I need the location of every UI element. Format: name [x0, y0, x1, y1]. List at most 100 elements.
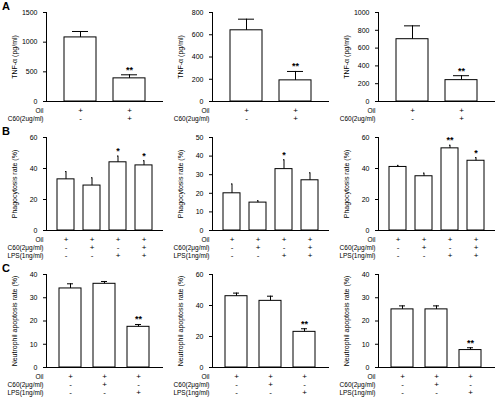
svg-text:-: - [235, 388, 238, 397]
svg-text:0: 0 [366, 227, 370, 234]
svg-text:50: 50 [196, 134, 204, 141]
svg-text:C60(2μg/ml): C60(2μg/ml) [8, 244, 44, 252]
svg-text:-: - [69, 388, 72, 397]
svg-text:*: * [474, 148, 478, 158]
svg-text:10: 10 [362, 340, 370, 347]
svg-text:LPS(1ng/ml): LPS(1ng/ml) [339, 252, 375, 260]
svg-text:LPS(1ng/ml): LPS(1ng/ml) [7, 389, 43, 397]
svg-text:LPS(1ng/ml): LPS(1ng/ml) [339, 389, 375, 397]
svg-text:500: 500 [26, 68, 38, 75]
svg-text:30: 30 [362, 294, 370, 301]
svg-text:*: * [116, 146, 120, 156]
svg-text:0: 0 [34, 364, 38, 371]
svg-text:Neutrophil apoptosis rate (%): Neutrophil apoptosis rate (%) [343, 276, 351, 367]
svg-text:**: ** [467, 338, 475, 348]
svg-text:**: ** [446, 135, 454, 145]
svg-text:200: 200 [192, 75, 204, 82]
svg-text:0: 0 [200, 98, 204, 105]
svg-text:**: ** [292, 61, 300, 71]
svg-text:10: 10 [196, 208, 204, 215]
svg-text:600: 600 [192, 31, 204, 38]
svg-text:20: 20 [362, 196, 370, 203]
svg-text:20: 20 [362, 317, 370, 324]
svg-text:1000: 1000 [22, 38, 38, 45]
svg-text:+: + [116, 251, 121, 260]
svg-text:-: - [245, 114, 248, 123]
svg-text:-: - [103, 388, 106, 397]
svg-text:C60(2μg/ml): C60(2μg/ml) [8, 381, 44, 389]
svg-text:Oil: Oil [36, 373, 45, 380]
svg-text:C60(2ug/ml): C60(2ug/ml) [340, 115, 376, 123]
svg-text:Oil: Oil [202, 373, 211, 380]
svg-text:C60(2μg/ml): C60(2μg/ml) [174, 244, 210, 252]
svg-text:40: 40 [196, 152, 204, 159]
svg-text:+: + [468, 388, 473, 397]
svg-text:40: 40 [362, 271, 370, 278]
svg-text:0: 0 [366, 98, 370, 105]
svg-text:60: 60 [196, 271, 204, 278]
svg-text:C60(2ug/ml): C60(2ug/ml) [8, 115, 44, 123]
svg-text:40: 40 [30, 271, 38, 278]
svg-text:800: 800 [192, 9, 204, 16]
svg-text:Phagocytosis rate (%): Phagocytosis rate (%) [177, 150, 185, 218]
svg-text:C60(2μg/ml): C60(2μg/ml) [340, 244, 376, 252]
svg-text:40: 40 [196, 302, 204, 309]
svg-text:0: 0 [200, 227, 204, 234]
svg-text:-: - [231, 251, 234, 260]
svg-text:1000: 1000 [354, 9, 370, 16]
svg-text:+: + [474, 251, 479, 260]
svg-text:**: ** [135, 314, 143, 324]
svg-text:Oil: Oil [202, 236, 211, 243]
svg-text:LPS(1ng/ml): LPS(1ng/ml) [7, 252, 43, 260]
svg-text:-: - [79, 114, 82, 123]
svg-text:+: + [308, 251, 313, 260]
svg-text:*: * [142, 151, 146, 161]
svg-text:*: * [282, 150, 286, 160]
svg-text:-: - [423, 251, 426, 260]
svg-text:TNF-α (pg/ml): TNF-α (pg/ml) [11, 35, 19, 79]
svg-text:400: 400 [192, 53, 204, 60]
svg-text:C60(2μg/ml): C60(2μg/ml) [340, 381, 376, 389]
svg-text:LPS(1ng/ml): LPS(1ng/ml) [173, 389, 209, 397]
svg-text:-: - [435, 388, 438, 397]
svg-text:40: 40 [30, 165, 38, 172]
svg-text:20: 20 [30, 317, 38, 324]
svg-text:-: - [257, 251, 260, 260]
svg-text:LPS(1ng/ml): LPS(1ng/ml) [173, 252, 209, 260]
svg-text:+: + [293, 114, 298, 123]
svg-text:600: 600 [358, 44, 370, 51]
svg-text:C60(2ug/ml): C60(2ug/ml) [174, 115, 210, 123]
svg-text:Oil: Oil [368, 236, 377, 243]
svg-text:Oil: Oil [368, 373, 377, 380]
svg-text:0: 0 [34, 227, 38, 234]
svg-text:TNF-α (pg/ml): TNF-α (pg/ml) [177, 35, 185, 79]
svg-text:C60(2μg/ml): C60(2μg/ml) [174, 381, 210, 389]
svg-text:60: 60 [362, 134, 370, 141]
svg-text:0: 0 [200, 364, 204, 371]
svg-text:1500: 1500 [22, 9, 38, 16]
svg-text:+: + [282, 251, 287, 260]
svg-text:**: ** [126, 65, 134, 75]
svg-text:40: 40 [362, 165, 370, 172]
svg-text:Oil: Oil [202, 107, 211, 114]
svg-text:-: - [65, 251, 68, 260]
svg-text:400: 400 [358, 62, 370, 69]
svg-text:TNF-α (pg/ml): TNF-α (pg/ml) [343, 35, 351, 79]
svg-text:20: 20 [30, 196, 38, 203]
svg-text:20: 20 [196, 190, 204, 197]
svg-text:0: 0 [366, 364, 370, 371]
svg-text:0: 0 [34, 98, 38, 105]
svg-text:Neutrophil apoptosis rate (%): Neutrophil apoptosis rate (%) [177, 276, 185, 367]
svg-text:+: + [448, 251, 453, 260]
svg-text:+: + [136, 388, 141, 397]
svg-text:60: 60 [30, 134, 38, 141]
svg-text:30: 30 [30, 294, 38, 301]
svg-text:-: - [269, 388, 272, 397]
svg-text:Oil: Oil [36, 236, 45, 243]
svg-text:+: + [127, 114, 132, 123]
svg-text:**: ** [458, 66, 466, 76]
svg-text:Oil: Oil [368, 107, 377, 114]
svg-text:20: 20 [196, 333, 204, 340]
svg-text:Phagocytosis rate (%): Phagocytosis rate (%) [343, 150, 351, 218]
svg-text:-: - [397, 251, 400, 260]
